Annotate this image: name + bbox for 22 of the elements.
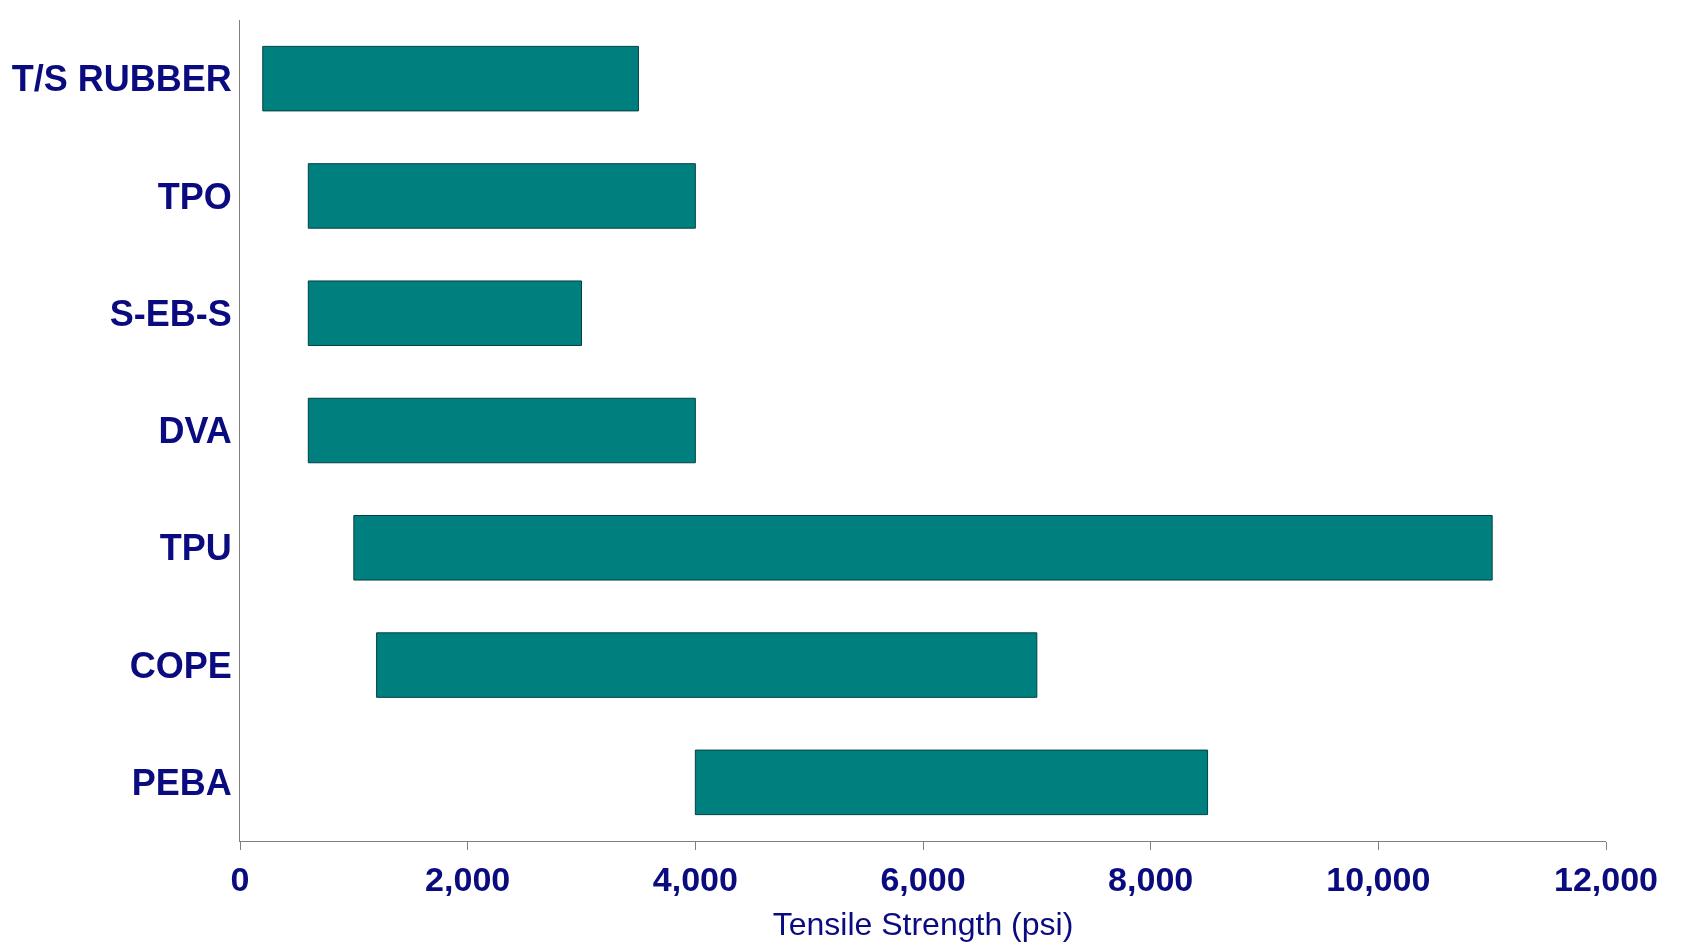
y-tick-label: COPE: [129, 644, 232, 686]
x-tick-label: 12,000: [1554, 859, 1658, 898]
x-tick-label: 4,000: [652, 859, 738, 898]
y-tick-label: TPO: [157, 175, 232, 217]
bar: [307, 397, 696, 464]
bar: [694, 749, 1209, 816]
x-tick-label: 2,000: [425, 859, 511, 898]
y-tick-label: PEBA: [131, 761, 232, 803]
bar: [307, 280, 582, 346]
x-tick-label: 0: [230, 859, 250, 898]
x-tick-label: 10,000: [1326, 859, 1431, 898]
bar: [376, 632, 1038, 698]
bar: [262, 45, 639, 112]
x-tick-label: 6,000: [880, 859, 966, 898]
x-axis-title: Tensile Strength (psi): [772, 905, 1074, 942]
y-tick-label: T/S RUBBER: [11, 58, 232, 100]
y-tick-label: TPU: [159, 527, 232, 569]
x-tick-label: 8,000: [1108, 859, 1194, 898]
y-tick-label: DVA: [158, 410, 232, 452]
bar: [353, 515, 1493, 581]
y-tick-label: S-EB-S: [109, 292, 232, 334]
bar: [307, 163, 696, 229]
